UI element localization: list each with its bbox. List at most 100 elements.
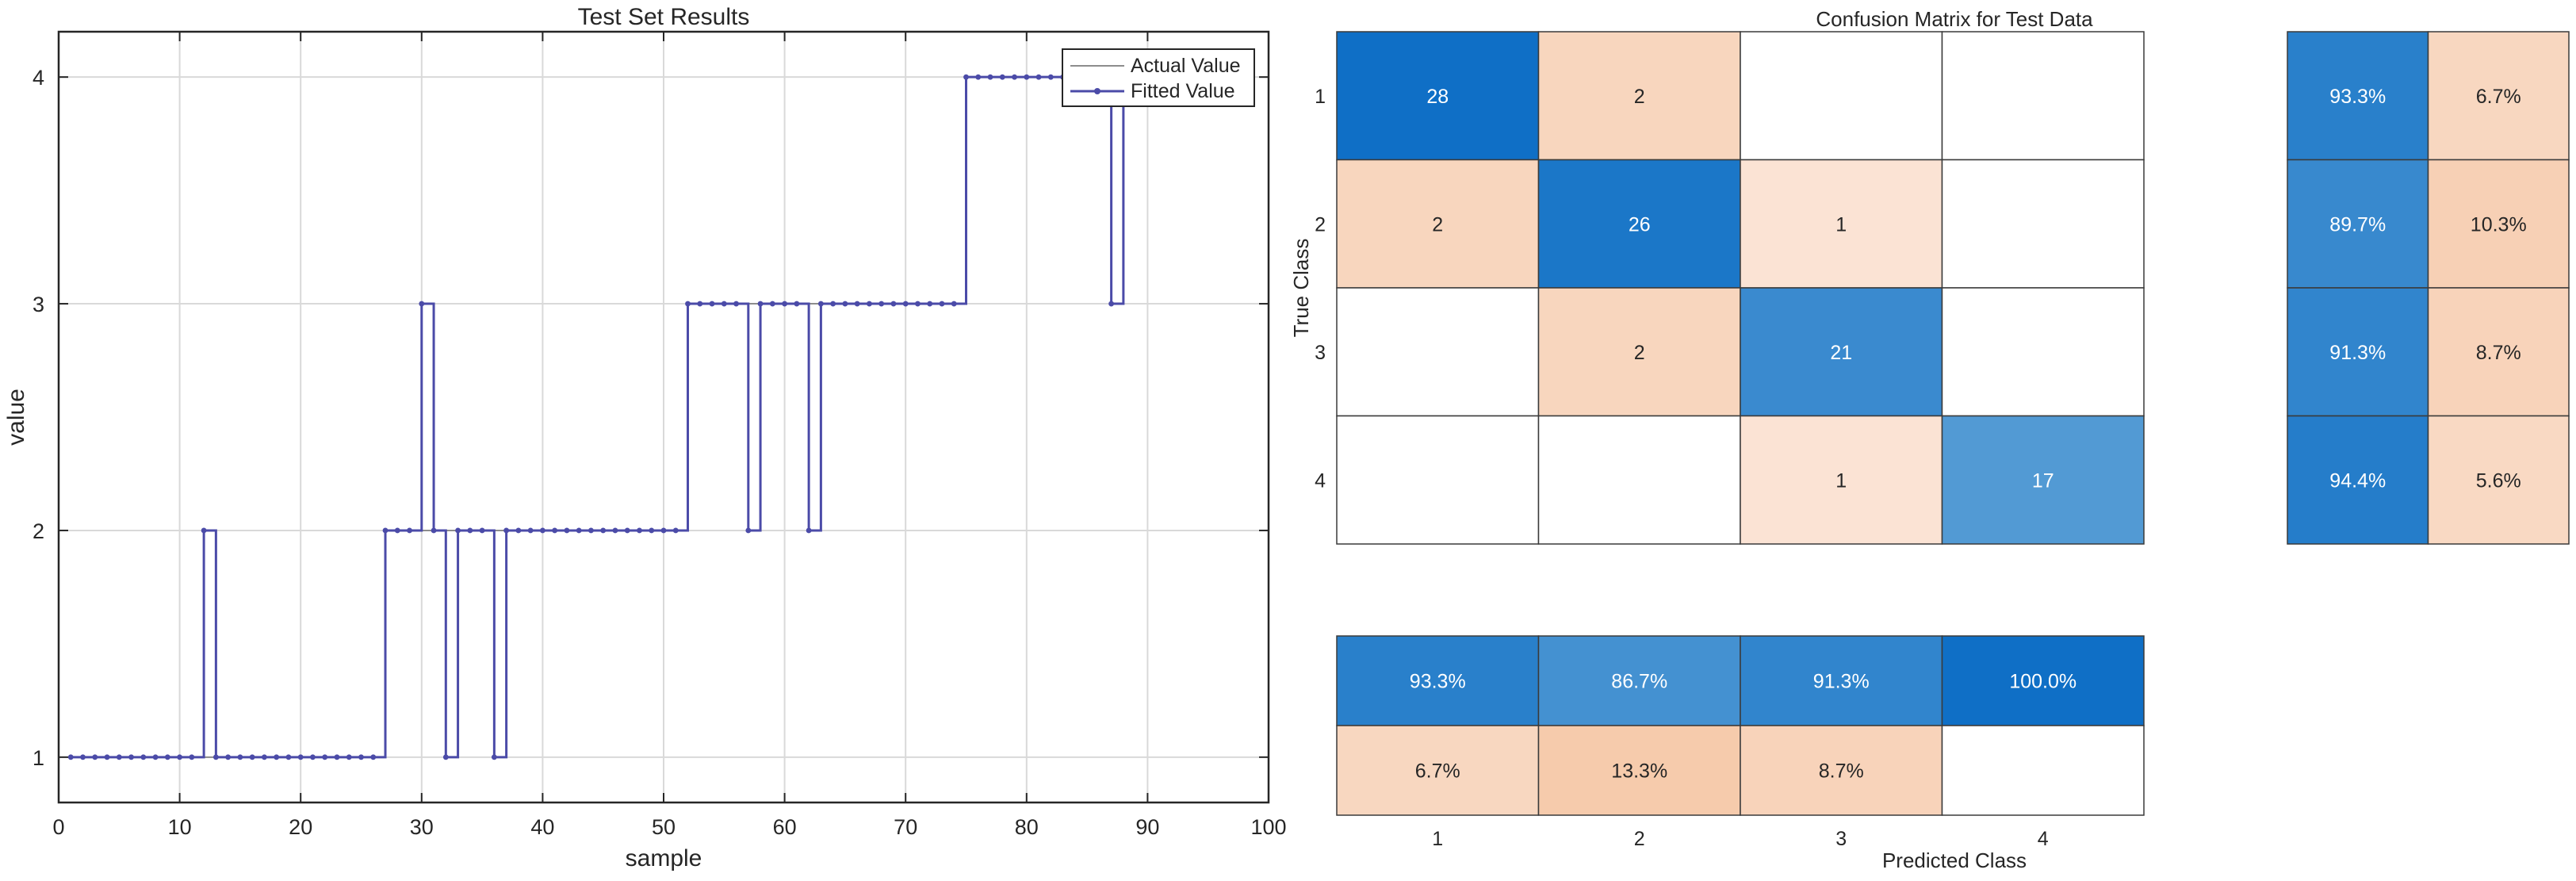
fitted-point — [672, 527, 679, 534]
true-class-tick: 1 — [1315, 86, 1326, 108]
row-summary-value: 6.7% — [2476, 86, 2521, 108]
column-summary-cell — [1941, 725, 2145, 816]
column-summary-cell — [1537, 635, 1741, 726]
row-summary-cell — [2287, 287, 2429, 417]
fitted-point — [467, 527, 473, 534]
x-tick-label: 50 — [652, 815, 676, 839]
column-summary-value: 100.0% — [2009, 671, 2076, 693]
fitted-point — [817, 301, 824, 307]
series-fitted-line — [71, 75, 1136, 759]
row-summary-value: 93.3% — [2329, 86, 2386, 108]
column-summary-value: 13.3% — [1611, 760, 1667, 783]
true-class-tick: 3 — [1315, 342, 1326, 364]
fitted-point — [189, 754, 195, 760]
fitted-point — [274, 754, 280, 760]
row-summary-cell — [2427, 415, 2570, 545]
x-tick-label: 90 — [1135, 815, 1159, 839]
x-tick-label: 0 — [52, 815, 64, 839]
matrix-cell — [1941, 31, 2145, 161]
x-tick-label: 70 — [894, 815, 917, 839]
matrix-cell-value: 2 — [1634, 342, 1645, 364]
series-layer — [67, 74, 1136, 760]
fitted-point — [806, 527, 812, 534]
fitted-point — [322, 754, 328, 760]
fitted-point — [1012, 74, 1017, 80]
fitted-point — [564, 527, 570, 534]
x-tick-label: 60 — [773, 815, 797, 839]
predicted-class-tick: 4 — [2038, 828, 2049, 850]
row-summary-value: 91.3% — [2329, 342, 2386, 364]
matrix-cell-value: 17 — [2032, 469, 2054, 492]
fitted-point — [576, 527, 582, 534]
class-tick-labels: 1 1 2 2 3 3 4 4 — [1315, 86, 2049, 850]
matrix-cell-value: 28 — [1426, 86, 1449, 108]
column-summary-cell — [1537, 725, 1741, 816]
fitted-point — [600, 527, 607, 534]
column-summary-value: 6.7% — [1415, 760, 1460, 783]
x-axis-label: sample — [626, 845, 702, 871]
fitted-point — [963, 74, 969, 80]
matrix-cell — [1336, 287, 1540, 417]
fitted-point — [419, 301, 425, 307]
fitted-point — [177, 754, 183, 760]
fitted-point — [999, 74, 1005, 80]
column-summary-value: 93.3% — [1410, 671, 1466, 693]
fitted-point — [225, 754, 232, 760]
line-chart: 0 10 20 30 40 50 60 70 80 90 100 1 2 3 4 Test Set Resu… — [3, 4, 1287, 871]
fitted-point — [685, 301, 691, 307]
row-summary: 93.3% 6.7% 89.7% 10.3% 91.3% 8.7% 94.4% 5.6% — [2287, 31, 2570, 545]
column-summary-cell — [1740, 635, 1943, 726]
confusion-matrix-chart: Confusion Matrix for Test Data 28 22 26 12 2… — [1289, 7, 2570, 872]
confusion-matrix: 28 2 2 26 1 2 21 1 17 — [1336, 31, 2145, 545]
fitted-point — [237, 754, 243, 760]
legend: Actual Value Fitted Value — [1062, 48, 1255, 107]
fitted-point — [503, 527, 510, 534]
fitted-point — [939, 301, 945, 307]
true-class-tick: 2 — [1315, 213, 1326, 236]
x-tick-label: 80 — [1015, 815, 1039, 839]
x-tick-label: 40 — [530, 815, 554, 839]
fitted-point — [358, 754, 364, 760]
column-summary: 93.3% 86.7% 91.3% 100.0% 6.7% 13.3% 8.7% — [1336, 635, 2145, 816]
fitted-point — [442, 754, 449, 760]
matrix-cell-value: 1 — [1835, 213, 1847, 236]
column-summary-value: 91.3% — [1813, 671, 1870, 693]
fitted-point — [854, 301, 860, 307]
fitted-point — [116, 754, 122, 760]
fitted-point — [975, 74, 982, 80]
matrix-cell — [1941, 415, 2145, 545]
fitted-point — [733, 301, 739, 307]
predicted-class-label: Predicted Class — [1882, 848, 2027, 872]
fitted-point — [527, 527, 534, 534]
fitted-point — [878, 301, 885, 307]
fitted-point — [745, 527, 752, 534]
fitted-point — [201, 527, 207, 534]
true-class-tick: 4 — [1315, 469, 1326, 492]
fitted-point — [540, 527, 545, 534]
fitted-point — [394, 527, 400, 534]
fitted-point — [455, 527, 461, 534]
row-summary-value: 8.7% — [2476, 342, 2521, 364]
ticks: 0 10 20 30 40 50 60 70 80 90 100 1 2 3 4 — [33, 32, 1287, 839]
fitted-point — [491, 754, 497, 760]
y-axis-label: value — [3, 389, 29, 446]
row-summary-cell — [2287, 415, 2429, 545]
legend-marker-fitted — [1094, 88, 1100, 94]
predicted-class-tick: 1 — [1432, 828, 1443, 850]
fitted-point — [152, 754, 159, 760]
legend-box — [1062, 48, 1255, 107]
legend-entry-actual: Actual Value — [1131, 55, 1241, 77]
row-summary-cell — [2287, 31, 2429, 161]
fitted-point — [92, 754, 98, 760]
fitted-point — [721, 301, 727, 307]
fitted-point — [212, 754, 219, 760]
fitted-point — [915, 301, 921, 307]
matrix-cell-value: 26 — [1629, 213, 1651, 236]
fitted-point — [104, 754, 110, 760]
matrix-cell — [1336, 415, 1540, 545]
fitted-point — [164, 754, 170, 760]
column-summary-value: 86.7% — [1611, 671, 1667, 693]
matrix-cell-value: 21 — [1830, 342, 1852, 364]
row-summary-cell — [2427, 287, 2570, 417]
fitted-point — [890, 301, 897, 307]
